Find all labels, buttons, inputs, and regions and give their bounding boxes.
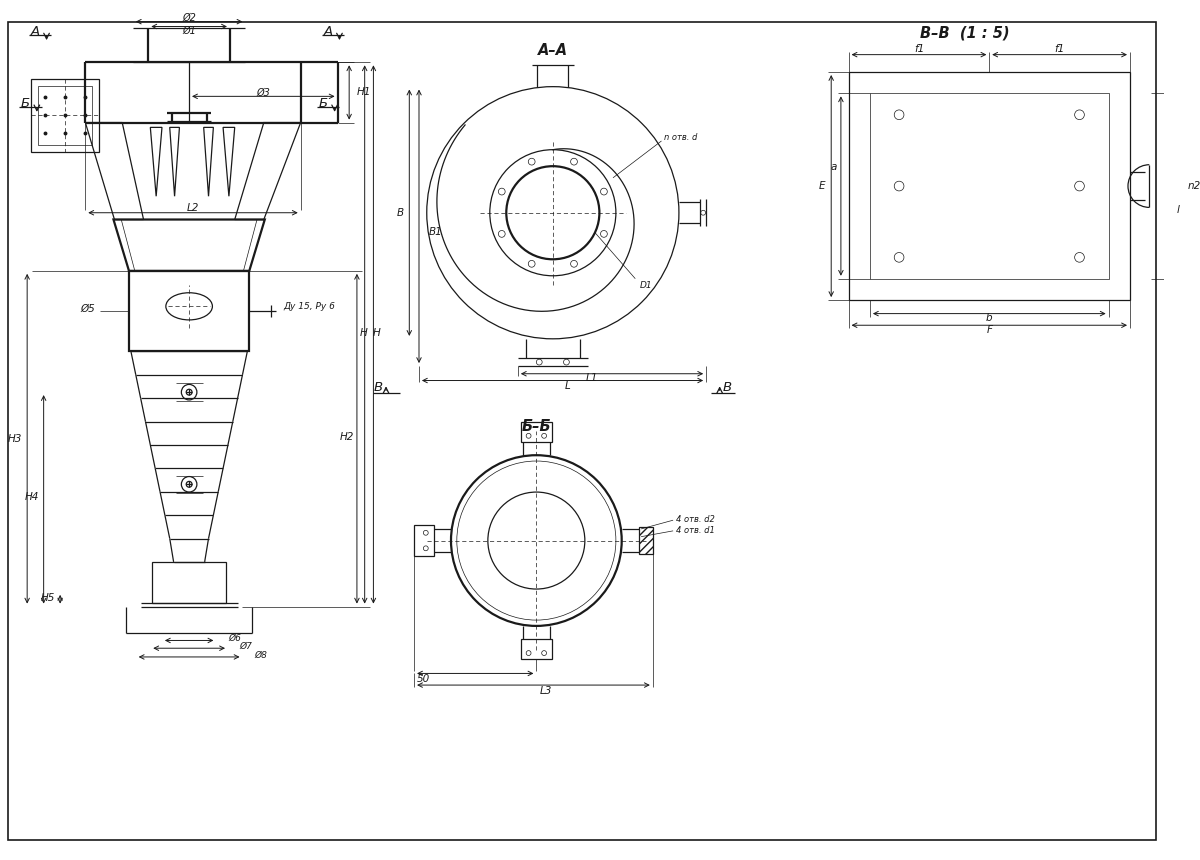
Text: H4: H4 [24,493,38,502]
Text: А: А [323,25,332,38]
Text: L2: L2 [187,203,199,213]
Text: Ø1: Ø1 [182,26,196,35]
Text: Б: Б [20,96,30,109]
Text: H2: H2 [340,432,354,442]
Bar [870,94,1109,279]
Bar [38,86,92,144]
Text: L: L [564,381,570,391]
Text: B1: B1 [428,227,443,237]
Text: B: B [373,381,383,394]
Bar [521,640,552,659]
Text: 50: 50 [418,674,431,685]
Text: H1: H1 [356,88,371,97]
Text: l: l [1176,206,1180,215]
Text: Б: Б [318,96,328,109]
Text: F: F [986,325,992,335]
Text: n2d: n2d [1188,181,1200,191]
Text: Ø5: Ø5 [80,304,95,314]
Text: a: a [830,162,838,172]
Bar [414,525,433,556]
Text: L1: L1 [586,372,598,383]
Text: E: E [818,181,826,191]
Text: B: B [396,208,403,218]
Text: А–А: А–А [538,43,568,58]
Text: Ø6: Ø6 [228,634,241,643]
Bar [31,79,98,151]
Text: Ду 15, Ру 6: Ду 15, Ру 6 [283,302,335,310]
Bar [640,527,653,554]
Text: Б–Б: Б–Б [522,419,551,433]
Text: В–В  (1 : 5): В–В (1 : 5) [920,26,1009,40]
Text: D1: D1 [640,281,653,290]
Text: B: B [722,381,732,394]
Text: f1: f1 [1055,44,1064,54]
Text: Ø2: Ø2 [182,13,196,22]
Text: Ø7: Ø7 [240,642,252,651]
Text: H: H [360,328,367,337]
Text: H5: H5 [41,593,55,603]
Text: Ø8: Ø8 [254,650,266,660]
Bar [521,422,552,442]
Bar [128,271,250,352]
Text: H: H [372,328,380,337]
Bar [152,562,226,603]
Bar [848,72,1130,300]
Text: 4 отв. d1: 4 отв. d1 [676,526,715,536]
Text: L3: L3 [540,686,552,696]
Text: 4 отв. d2: 4 отв. d2 [676,515,715,524]
Text: Ø3: Ø3 [257,88,270,97]
Text: А: А [30,25,40,38]
Text: f1: f1 [914,44,924,54]
Text: H3: H3 [8,433,23,444]
Text: n отв. d: n отв. d [665,132,697,142]
Text: b: b [986,313,992,323]
